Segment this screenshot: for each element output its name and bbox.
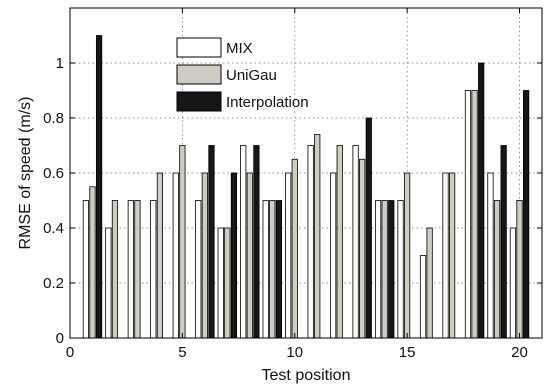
bar-unigau-10	[291, 158, 298, 339]
bar-interpolation-20	[523, 90, 530, 339]
y-axis-title: RMSE of speed (m/s)	[17, 97, 34, 250]
bar-mix-10	[285, 172, 292, 339]
x-tick-label: 20	[511, 344, 528, 361]
y-tick-label: 1	[56, 55, 64, 72]
bar-unigau-1	[89, 186, 96, 339]
x-tick-label: 15	[399, 344, 416, 361]
bar-mix-15	[397, 200, 404, 339]
legend-label-interpolation: Interpolation	[226, 94, 309, 111]
bar-mix-9	[262, 200, 269, 339]
legend-label-mix: MIX	[226, 40, 253, 57]
bar-mix-20	[509, 227, 517, 339]
bar-unigau-13	[359, 158, 366, 339]
bar-unigau-17	[448, 172, 456, 339]
x-axis-title: Test position	[262, 367, 351, 384]
bar-unigau-4	[156, 172, 163, 339]
bar-unigau-20	[516, 200, 523, 339]
bar-unigau-14	[381, 200, 388, 339]
bar-mix-5	[172, 172, 179, 339]
bar-unigau-3	[134, 200, 141, 339]
bar-interpolation-18	[478, 62, 485, 339]
bar-unigau-5	[179, 145, 186, 339]
bar-mix-3	[127, 200, 134, 339]
bar-unigau-8	[246, 172, 253, 339]
bar-mix-14	[374, 200, 382, 339]
bar-mix-1	[82, 200, 89, 339]
legend-swatch-interpolation	[176, 91, 222, 112]
bar-interpolation-7	[230, 172, 238, 339]
bar-mix-7	[217, 227, 224, 339]
y-tick-label: 0	[56, 330, 64, 347]
legend: MIX UniGau Interpolation	[176, 37, 309, 112]
bar-unigau-15	[404, 172, 411, 339]
bar-unigau-18	[471, 90, 478, 339]
bar-interpolation-8	[253, 145, 260, 339]
legend-label-unigau: UniGau	[226, 67, 277, 84]
legend-swatch-unigau	[176, 64, 222, 85]
legend-swatch-mix	[176, 37, 222, 58]
bar-mix-12	[330, 172, 337, 339]
bar-unigau-9	[269, 200, 276, 339]
bars	[82, 35, 530, 339]
bar-mix-13	[352, 145, 359, 339]
y-tick-label: 0.6	[43, 165, 64, 182]
grid	[70, 8, 542, 338]
x-tick-label: 10	[286, 344, 303, 361]
bar-mix-18	[464, 90, 472, 339]
x-tick-label: 5	[178, 344, 186, 361]
bar-interpolation-1	[95, 35, 103, 339]
y-tick-label: 0.2	[43, 275, 64, 292]
bar-unigau-11	[314, 134, 321, 339]
bar-mix-2	[105, 227, 112, 339]
y-tick-label: 0.4	[43, 220, 64, 237]
bar-mix-11	[307, 145, 314, 339]
x-tick-label: 0	[66, 344, 74, 361]
axis-ticks: 0 5 10 15 20 0 0.2 0.4 0.6 0.8 1	[43, 8, 542, 361]
bar-interpolation-9	[275, 200, 282, 339]
bar-interpolation-19	[500, 145, 507, 339]
bar-unigau-16	[426, 227, 433, 339]
bar-interpolation-6	[208, 145, 215, 339]
y-tick-label: 0.8	[43, 110, 64, 127]
bar-unigau-19	[493, 200, 501, 339]
bar-mix-6	[195, 200, 202, 339]
bar-mix-8	[240, 145, 247, 339]
bar-unigau-2	[111, 200, 119, 339]
bar-unigau-7	[224, 227, 231, 339]
bar-mix-4	[150, 200, 157, 339]
bar-mix-16	[419, 255, 427, 339]
bar-mix-17	[442, 172, 449, 339]
bar-interpolation-14	[388, 200, 395, 339]
bar-unigau-6	[201, 172, 208, 339]
bar-unigau-12	[336, 145, 343, 339]
bar-mix-19	[487, 172, 494, 339]
bar-interpolation-13	[365, 117, 372, 339]
